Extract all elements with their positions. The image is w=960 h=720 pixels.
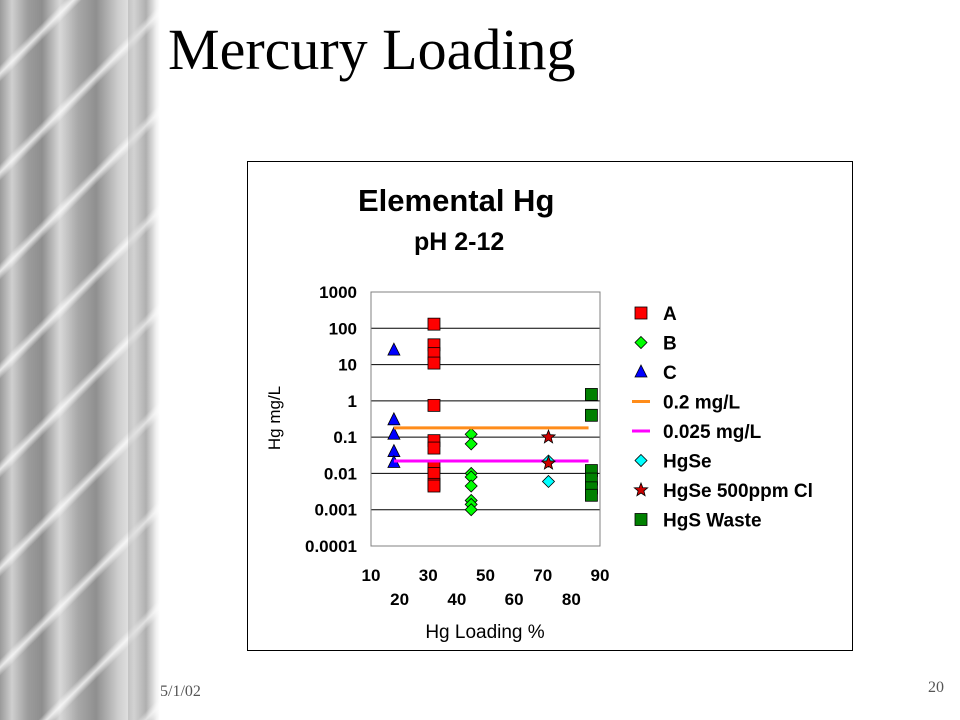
- page-number: 20: [928, 679, 944, 696]
- y-tick-label: 0.01: [324, 464, 357, 483]
- x-tick-label: 20: [390, 590, 409, 609]
- chart-title: Elemental Hg: [358, 183, 554, 218]
- series-c-point: [387, 411, 401, 426]
- legend-0-2-mg-l-label: 0.2 mg/L: [663, 393, 740, 414]
- x-tick-label: 50: [476, 566, 495, 585]
- series-hgs-waste-point: [585, 488, 598, 502]
- legend-0-025-mg-l-label: 0.025 mg/L: [663, 422, 762, 443]
- x-tick-label: 90: [591, 566, 610, 585]
- y-tick-label: 0.001: [314, 501, 357, 520]
- legend-hgse-500ppm-cl-label: HgSe 500ppm Cl: [663, 481, 813, 502]
- legend-a-swatch: [634, 306, 648, 320]
- legend-c-swatch: [634, 364, 648, 378]
- chart-frame: [247, 161, 853, 651]
- series-a-point: [427, 356, 441, 370]
- plot-area: 1000 100 10 1 0.1 0.01 0.001 0.0001 10 30 50 70 90 20…: [305, 283, 609, 609]
- legend-b-swatch: [634, 335, 648, 350]
- x-tick-label: 80: [562, 590, 581, 609]
- x-tick-label: 70: [533, 566, 552, 585]
- decorative-left-bar: [0, 0, 160, 720]
- legend-hgs-waste-label: HgS Waste: [663, 511, 762, 532]
- y-tick-label: 10: [338, 356, 357, 375]
- y-axis-label: Hg mg/L: [265, 386, 284, 450]
- legend-a-label: A: [663, 304, 677, 325]
- series-hgse-500ppm-cl-point: [540, 455, 557, 470]
- series-a-point: [427, 317, 441, 331]
- legend-b-label: B: [663, 334, 677, 355]
- series-a-point: [427, 467, 441, 480]
- legend-hgse-label: HgSe: [663, 452, 712, 473]
- scatter-chart: Elemental Hg pH 2-12 Hg mg/L Hg Loading …: [265, 183, 813, 643]
- series-hgse-point: [541, 474, 556, 489]
- y-tick-label: 0.0001: [305, 537, 357, 556]
- left-bar-shade: [128, 0, 160, 720]
- series-c-point: [387, 342, 401, 356]
- legend-c-label: C: [663, 363, 677, 384]
- footer-date: 5/1/02: [160, 683, 201, 700]
- legend-hgse-500ppm-cl-swatch: [633, 481, 649, 497]
- series-a-point: [427, 479, 441, 493]
- x-tick-label: 40: [447, 590, 466, 609]
- x-axis-label: Hg Loading %: [425, 622, 544, 643]
- slide-title: Mercury Loading: [168, 17, 576, 82]
- y-tick-label: 0.1: [333, 428, 357, 447]
- series-hgse-500ppm-cl-point: [540, 428, 557, 444]
- series-a-point: [427, 398, 441, 412]
- chart-subtitle: pH 2-12: [414, 228, 504, 256]
- legend-hgs-waste-swatch: [634, 513, 648, 526]
- legend-hgse-swatch: [634, 453, 648, 468]
- series-b-point: [464, 503, 478, 517]
- series-hgs-waste-point: [585, 408, 598, 422]
- plot-border: [370, 291, 601, 547]
- series-b-point: [464, 437, 478, 451]
- x-tick-label: 10: [362, 566, 381, 585]
- x-tick-label: 30: [419, 566, 438, 585]
- y-tick-label: 1: [348, 392, 357, 411]
- series-b-point: [464, 479, 478, 493]
- series-hgs-waste-point: [585, 388, 598, 401]
- legend: ABC 0.2 mg/L 0.025 mg/L HgSe HgSe 500ppm Cl H…: [632, 304, 813, 532]
- x-tick-label: 60: [505, 590, 524, 609]
- series-c-point: [387, 426, 401, 440]
- series-a-point: [427, 441, 441, 455]
- y-tick-label: 100: [329, 319, 357, 338]
- y-tick-label: 1000: [319, 283, 357, 302]
